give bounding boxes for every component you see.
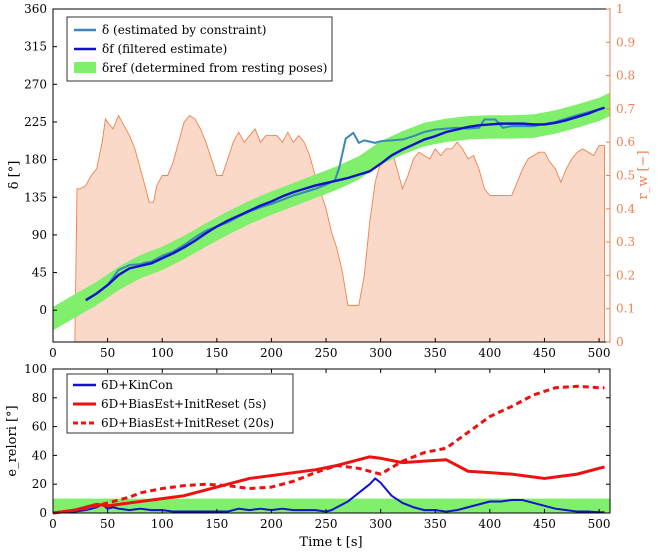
bottom-x-tick-label: 150 [205,517,228,531]
bottom-x-tick-label: 500 [588,517,611,531]
bottom-x-tick-label: 300 [369,517,392,531]
bottom-y-tick-label: 0 [39,506,47,520]
top-y2-tick-label: 0.5 [616,169,635,183]
bottom-y-axis-label: e_relori [°] [5,405,20,476]
delta-filtered-line [85,106,605,302]
bottom-y-tick-label: 60 [32,420,47,434]
bottom-x-tick-label: 450 [533,517,556,531]
top-y-axis-label: δ [°] [7,161,22,190]
bottom-y-tick-label: 100 [24,362,47,376]
delta-lines-layer [85,106,605,302]
top-y-tick-label: 360 [24,2,47,16]
bottom-plot-frame [52,368,611,514]
bottom-y-axis: 0 20 40 60 80 100 [24,362,610,520]
top-x-tick-label: 150 [205,346,228,360]
top-y-tick-label: 0 [39,303,47,317]
legend-label-biasest-5s: 6D+BiasEst+InitReset (5s) [101,397,266,411]
bottom-x-tick-label: 200 [260,517,283,531]
tolerance-band-layer [53,498,610,513]
top-y-tick-label: 180 [24,153,47,167]
rw-area-layer [74,114,605,343]
top-legend-box [66,16,333,82]
bottom-chart: 0 20 40 60 80 100 0 50 100 150 200 250 300 350 400 450… [5,362,611,550]
top-y2-tick-label: 0.8 [616,69,635,83]
top-y2-tick-label: 0.3 [616,235,635,249]
biasest-20s-line [52,384,605,515]
top-y-tick-label: 225 [24,115,47,129]
bottom-y-tick-label: 40 [32,448,47,462]
top-legend: δ (estimated by constraint) δf (filtered… [66,16,333,82]
bottom-x-axis-label: Time t [s] [299,535,362,550]
bottom-y-tick-label: 20 [32,477,47,491]
kincon-line [52,477,605,514]
legend-label-delta-ref: δref (determined from resting poses) [102,61,327,75]
bottom-x-tick-label: 50 [100,517,115,531]
top-x-tick-label: 100 [151,346,174,360]
bottom-x-tick-label: 250 [315,517,338,531]
legend-label-kincon: 6D+KinCon [101,378,173,392]
top-x-tick-label: 350 [424,346,447,360]
tolerance-band [53,498,610,513]
bottom-legend: 6D+KinCon 6D+BiasEst+InitReset (5s) 6D+B… [66,373,294,434]
top-y2-tick-label: 0.1 [616,302,635,316]
top-y-tick-label: 90 [32,228,47,242]
bottom-y-tick-label: 80 [32,391,47,405]
top-x-tick-label: 300 [369,346,392,360]
delta-estimated-line [85,106,605,302]
top-y2-tick-label: 0.9 [616,35,635,49]
top-y-tick-label: 45 [32,266,47,280]
top-x-tick-label: 500 [588,346,611,360]
bottom-x-axis: 0 50 100 150 200 250 300 350 400 450 500 [49,369,611,531]
error-lines-layer [52,384,605,515]
top-y2-tick-label: 0 [616,335,624,349]
top-x-tick-label: 250 [315,346,338,360]
delta-ref-band-layer [53,92,610,331]
top-y2-axis-label: r_w [−] [636,150,651,199]
top-right-y-axis: 0 0.1 0.2 0.3 0.4 0.5 0.6 0.7 0.8 0.9 1 [606,2,635,349]
delta-ref-band [53,92,610,331]
top-y2-tick-label: 1 [616,2,624,16]
top-y2-tick-label: 0.6 [616,135,635,149]
top-x-axis: 0 50 100 150 200 250 300 350 400 450 500 [49,338,611,360]
top-x-tick-label: 400 [478,346,501,360]
top-x-tick-label: 0 [49,346,57,360]
legend-label-delta-f: δf (filtered estimate) [102,42,227,56]
top-left-y-axis: 0 45 90 135 180 225 270 315 360 [24,2,57,317]
bottom-x-tick-label: 350 [424,517,447,531]
legend-swatch-delta-ref [74,62,96,73]
top-x-tick-label: 50 [100,346,115,360]
top-y-tick-label: 270 [24,77,47,91]
bottom-x-tick-label: 100 [151,517,174,531]
top-x-tick-label: 450 [533,346,556,360]
rw-area [74,114,605,343]
top-x-tick-label: 200 [260,346,283,360]
top-y2-tick-label: 0.4 [616,202,635,216]
top-chart: 0 45 90 135 180 225 270 315 360 0 0.1 0.2 0.3 0.4 0.5… [7,2,651,360]
bottom-x-tick-label: 0 [49,517,57,531]
bottom-legend-box [66,373,294,434]
top-y2-tick-label: 0.2 [616,268,635,282]
legend-label-delta: δ (estimated by constraint) [102,23,266,37]
top-y-tick-label: 315 [24,40,47,54]
bottom-x-tick-label: 400 [478,517,501,531]
legend-label-biasest-20s: 6D+BiasEst+InitReset (20s) [101,416,274,430]
top-y2-tick-label: 0.7 [616,102,635,116]
top-y-tick-label: 135 [24,190,47,204]
